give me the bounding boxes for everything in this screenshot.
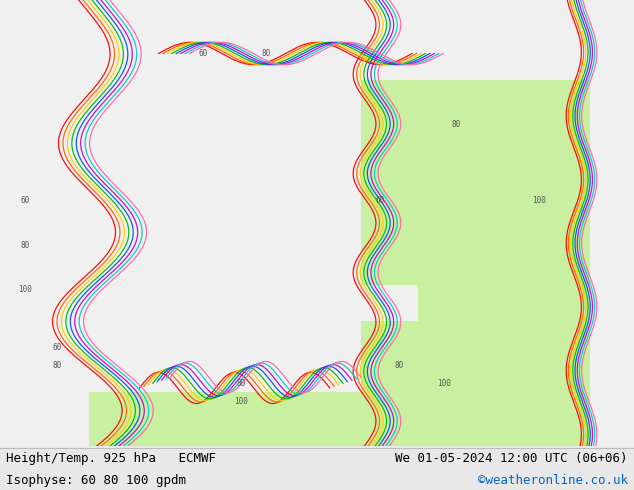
FancyBboxPatch shape — [82, 58, 361, 392]
Text: 100: 100 — [532, 196, 546, 205]
Text: 60: 60 — [21, 196, 30, 205]
Text: 80: 80 — [452, 121, 461, 129]
Text: Height/Temp. 925 hPa   ECMWF: Height/Temp. 925 hPa ECMWF — [6, 452, 216, 465]
FancyBboxPatch shape — [590, 0, 634, 446]
Text: ©weatheronline.co.uk: ©weatheronline.co.uk — [477, 474, 628, 487]
Text: 80: 80 — [262, 49, 271, 58]
Text: 80: 80 — [21, 241, 30, 250]
Text: 80: 80 — [236, 379, 245, 388]
FancyBboxPatch shape — [0, 0, 634, 446]
FancyBboxPatch shape — [0, 0, 634, 80]
Text: 60: 60 — [53, 343, 61, 352]
Text: 100: 100 — [437, 379, 451, 388]
Text: 60: 60 — [376, 196, 385, 205]
FancyBboxPatch shape — [304, 285, 418, 321]
Text: We 01-05-2024 12:00 UTC (06+06): We 01-05-2024 12:00 UTC (06+06) — [395, 452, 628, 465]
FancyBboxPatch shape — [0, 0, 89, 446]
Text: Isophyse: 60 80 100 gpdm: Isophyse: 60 80 100 gpdm — [6, 474, 186, 487]
Text: 100: 100 — [18, 285, 32, 294]
Text: 80: 80 — [395, 361, 404, 370]
Text: 100: 100 — [234, 397, 248, 406]
Text: 60: 60 — [198, 49, 207, 58]
Text: 80: 80 — [53, 361, 61, 370]
